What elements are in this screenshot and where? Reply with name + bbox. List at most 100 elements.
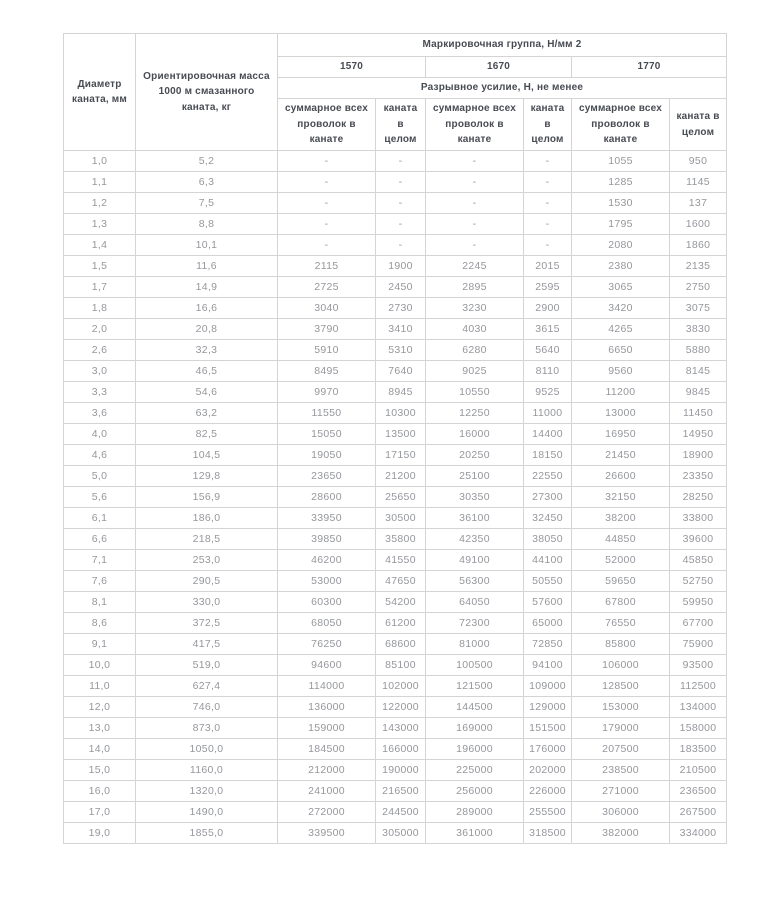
cell-whole-1770: 236500 xyxy=(668,780,728,802)
cell-diameter: 16,0 xyxy=(63,780,136,802)
table-row: 1,0 5,2- - - -1055 950 xyxy=(63,150,728,172)
cell-mass: 156,9 xyxy=(135,486,278,508)
cell-whole-1670: 8110 xyxy=(523,360,572,382)
cell-whole-1670: 22550 xyxy=(523,465,572,487)
cell-diameter: 1,4 xyxy=(63,234,136,256)
table-header: Диаметр каната, мм Ориентировочная масса… xyxy=(63,33,728,151)
header-whole-rope-1570: каната в целом xyxy=(375,98,426,151)
cell-sum-1670: 72300 xyxy=(425,612,524,634)
table-row: 1,3 8,8- - - -1795 1600 xyxy=(63,213,728,235)
cell-sum-1570: 5910 xyxy=(277,339,376,361)
cell-sum-1670: 81000 xyxy=(425,633,524,655)
cell-sum-1570: 53000 xyxy=(277,570,376,592)
cell-sum-1770: 38200 xyxy=(571,507,670,529)
cell-sum-1570: 212000 xyxy=(277,759,376,781)
table-row: 8,1 330,0 60300 54200 64050 57600 67800 59950 xyxy=(63,591,728,613)
cell-whole-1770: 93500 xyxy=(668,654,728,676)
cell-sum-1670: 289000 xyxy=(425,801,524,823)
table-row: 1,2 7,5- - - -1530 137 xyxy=(63,192,728,214)
cell-whole-1670: 32450 xyxy=(523,507,572,529)
cell-whole-1570: 35800 xyxy=(375,528,426,550)
cell-whole-1670: - xyxy=(523,192,572,214)
table-row: 1,4 10,1- - - -2080 1860 xyxy=(63,234,728,256)
cell-mass: 1855,0 xyxy=(135,822,278,844)
cell-sum-1570: 68050 xyxy=(277,612,376,634)
cell-whole-1770: 8145 xyxy=(668,360,728,382)
cell-whole-1770: 75900 xyxy=(668,633,728,655)
cell-sum-1770: 3420 xyxy=(571,297,670,319)
cell-whole-1770: 1600 xyxy=(668,213,728,235)
cell-sum-1770: 179000 xyxy=(571,717,670,739)
cell-whole-1670: 5640 xyxy=(523,339,572,361)
cell-sum-1570: - xyxy=(277,213,376,235)
cell-whole-1770: 3830 xyxy=(668,318,728,340)
table-row: 2,0 20,8 3790 3410 4030 3615 4265 3830 xyxy=(63,318,728,340)
table-row: 3,3 54,6 9970 8945 10550 9525 11200 9845 xyxy=(63,381,728,403)
cell-sum-1770: 1795 xyxy=(571,213,670,235)
cell-diameter: 1,0 xyxy=(63,150,136,172)
cell-mass: 290,5 xyxy=(135,570,278,592)
cell-mass: 32,3 xyxy=(135,339,278,361)
cell-sum-1670: 20250 xyxy=(425,444,524,466)
cell-diameter: 13,0 xyxy=(63,717,136,739)
cell-whole-1570: 47650 xyxy=(375,570,426,592)
cell-whole-1670: 109000 xyxy=(523,675,572,697)
table-row: 3,6 63,2 11550 10300 12250 11000 13000 11450 xyxy=(63,402,728,424)
cell-sum-1570: 46200 xyxy=(277,549,376,571)
cell-whole-1770: 2750 xyxy=(668,276,728,298)
cell-mass: 372,5 xyxy=(135,612,278,634)
cell-sum-1670: - xyxy=(425,213,524,235)
cell-sum-1770: 9560 xyxy=(571,360,670,382)
cell-whole-1670: 3615 xyxy=(523,318,572,340)
cell-mass: 8,8 xyxy=(135,213,278,235)
cell-sum-1570: 159000 xyxy=(277,717,376,739)
cell-whole-1770: 59950 xyxy=(668,591,728,613)
cell-whole-1570: - xyxy=(375,234,426,256)
cell-diameter: 9,1 xyxy=(63,633,136,655)
cell-sum-1770: 238500 xyxy=(571,759,670,781)
cell-diameter: 3,0 xyxy=(63,360,136,382)
cell-mass: 7,5 xyxy=(135,192,278,214)
cell-whole-1570: 166000 xyxy=(375,738,426,760)
cell-whole-1770: 183500 xyxy=(668,738,728,760)
cell-sum-1770: 76550 xyxy=(571,612,670,634)
cell-mass: 54,6 xyxy=(135,381,278,403)
cell-sum-1770: 11200 xyxy=(571,381,670,403)
table-row: 1,7 14,9 2725 2450 2895 2595 3065 2750 xyxy=(63,276,728,298)
cell-whole-1770: 5880 xyxy=(668,339,728,361)
cell-sum-1770: 2080 xyxy=(571,234,670,256)
cell-mass: 330,0 xyxy=(135,591,278,613)
cell-sum-1570: 272000 xyxy=(277,801,376,823)
table-row: 1,1 6,3- - - -1285 1145 xyxy=(63,171,728,193)
cell-whole-1770: 52750 xyxy=(668,570,728,592)
table-row: 7,1 253,0 46200 41550 49100 44100 52000 45850 xyxy=(63,549,728,571)
cell-sum-1670: 10550 xyxy=(425,381,524,403)
cell-sum-1570: - xyxy=(277,234,376,256)
table-row: 6,1 186,0 33950 30500 36100 32450 38200 33800 xyxy=(63,507,728,529)
cell-whole-1770: 67700 xyxy=(668,612,728,634)
cell-whole-1770: 18900 xyxy=(668,444,728,466)
cell-sum-1770: 67800 xyxy=(571,591,670,613)
cell-sum-1570: 3790 xyxy=(277,318,376,340)
cell-whole-1770: 23350 xyxy=(668,465,728,487)
cell-whole-1570: 5310 xyxy=(375,339,426,361)
cell-sum-1670: - xyxy=(425,234,524,256)
cell-diameter: 3,3 xyxy=(63,381,136,403)
cell-mass: 11,6 xyxy=(135,255,278,277)
cell-whole-1670: 72850 xyxy=(523,633,572,655)
header-sum-wires-1770: суммарное всех проволок в канате xyxy=(571,98,670,151)
cell-sum-1570: 28600 xyxy=(277,486,376,508)
cell-whole-1570: 85100 xyxy=(375,654,426,676)
cell-diameter: 6,1 xyxy=(63,507,136,529)
cell-diameter: 17,0 xyxy=(63,801,136,823)
table-row: 5,0 129,8 23650 21200 25100 22550 26600 23350 xyxy=(63,465,728,487)
cell-mass: 1160,0 xyxy=(135,759,278,781)
cell-sum-1670: 16000 xyxy=(425,423,524,445)
cell-mass: 1050,0 xyxy=(135,738,278,760)
cell-whole-1570: 190000 xyxy=(375,759,426,781)
cell-diameter: 2,6 xyxy=(63,339,136,361)
cell-sum-1670: 2895 xyxy=(425,276,524,298)
cell-sum-1770: 21450 xyxy=(571,444,670,466)
cell-sum-1670: 225000 xyxy=(425,759,524,781)
header-marking-group: Маркировочная группа, Н/мм 2 xyxy=(276,33,728,57)
